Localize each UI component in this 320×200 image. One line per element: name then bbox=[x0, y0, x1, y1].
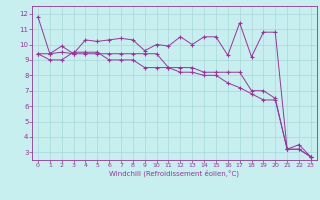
X-axis label: Windchill (Refroidissement éolien,°C): Windchill (Refroidissement éolien,°C) bbox=[109, 170, 239, 177]
